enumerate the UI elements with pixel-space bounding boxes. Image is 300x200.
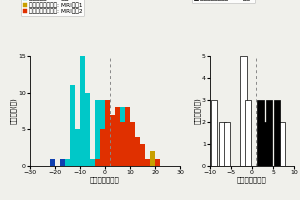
Bar: [245, 100, 251, 166]
Bar: [90, 159, 95, 166]
Bar: [220, 122, 226, 166]
Bar: [135, 159, 140, 166]
Legend: 健庸対照者: MRI装置3, ギャンブル障害者: MRI装置3: 健庸対照者: MRI装置3, ギャンブル障害者: MRI装置3: [192, 0, 256, 3]
Bar: [130, 151, 135, 166]
Bar: [110, 137, 115, 166]
Bar: [224, 122, 230, 166]
Bar: [115, 159, 120, 166]
Bar: [105, 107, 110, 166]
Bar: [70, 85, 75, 166]
Bar: [135, 137, 140, 166]
Bar: [125, 144, 130, 166]
Bar: [241, 56, 247, 166]
Bar: [150, 159, 155, 166]
Bar: [130, 122, 135, 166]
Bar: [125, 115, 130, 166]
Bar: [90, 159, 95, 166]
Bar: [95, 159, 100, 166]
Bar: [80, 56, 85, 166]
Bar: [110, 159, 115, 166]
Bar: [115, 107, 120, 166]
Bar: [110, 115, 115, 166]
Bar: [65, 159, 70, 166]
Bar: [100, 159, 105, 166]
Bar: [262, 122, 268, 166]
Bar: [110, 115, 115, 166]
Bar: [145, 159, 150, 166]
Bar: [120, 122, 125, 166]
Bar: [100, 129, 105, 166]
Legend: 健庸対照者: MRI装置1, 健庸対照者: MRI装置2, ギャンブル障害者: MRI装置1, ギャンブル障害者: MRI装置2: 健庸対照者: MRI装置1, 健庸対照者: MRI装置2, ギャンブル障害者: …: [21, 0, 85, 16]
Bar: [120, 107, 125, 166]
Bar: [80, 159, 85, 166]
Bar: [257, 100, 264, 166]
Bar: [140, 151, 145, 166]
Bar: [130, 137, 135, 166]
Bar: [115, 107, 120, 166]
Bar: [65, 159, 70, 166]
Bar: [130, 151, 135, 166]
Bar: [85, 159, 90, 166]
Bar: [105, 137, 110, 166]
Bar: [70, 115, 75, 166]
X-axis label: バイオマーカー: バイオマーカー: [90, 177, 120, 183]
Bar: [105, 159, 110, 166]
Bar: [120, 159, 125, 166]
Bar: [266, 100, 272, 166]
Bar: [211, 100, 218, 166]
Bar: [274, 100, 280, 166]
Bar: [115, 151, 120, 166]
Y-axis label: 被検者数(人): 被検者数(人): [194, 98, 200, 124]
Bar: [155, 159, 160, 166]
Bar: [125, 107, 130, 166]
Bar: [140, 144, 145, 166]
Bar: [150, 151, 155, 166]
Bar: [100, 100, 105, 166]
Bar: [75, 129, 80, 166]
X-axis label: バイオマーカー: バイオマーカー: [237, 177, 267, 183]
Bar: [85, 93, 90, 166]
Bar: [145, 159, 150, 166]
Bar: [100, 159, 105, 166]
Bar: [120, 144, 125, 166]
Bar: [95, 159, 100, 166]
Y-axis label: 被検者数(人): 被検者数(人): [10, 98, 17, 124]
Bar: [95, 100, 100, 166]
Bar: [135, 151, 140, 166]
Bar: [60, 159, 65, 166]
Bar: [50, 159, 55, 166]
Bar: [278, 122, 285, 166]
Bar: [105, 100, 110, 166]
